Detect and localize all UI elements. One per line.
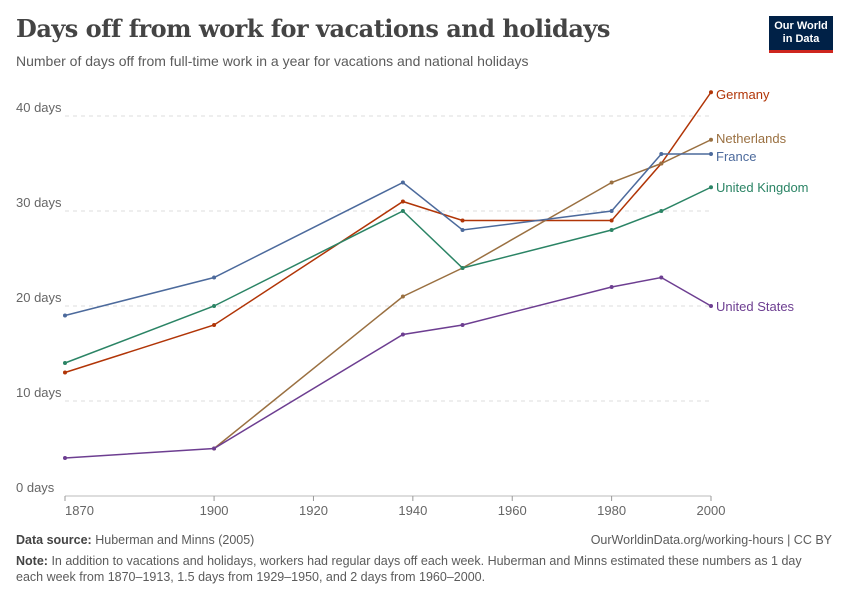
data-point bbox=[709, 185, 713, 190]
source-link[interactable]: OurWorldinData.org/working-hours | CC BY bbox=[590, 533, 832, 547]
data-point bbox=[709, 152, 713, 156]
data-source: Data source: Huberman and Minns (2005) bbox=[16, 533, 254, 547]
note-text: In addition to vacations and holidays, w… bbox=[16, 554, 802, 584]
series-line-netherlands bbox=[213, 139, 712, 450]
data-point bbox=[400, 332, 405, 337]
data-point bbox=[659, 161, 664, 166]
data-point bbox=[659, 275, 664, 280]
x-tick-label: 1870 bbox=[65, 503, 94, 518]
data-point bbox=[212, 446, 217, 451]
series-line-united-states bbox=[64, 276, 712, 459]
series-line-germany bbox=[64, 91, 712, 374]
y-tick-label: 20 days bbox=[16, 290, 62, 305]
x-tick-label: 1920 bbox=[299, 503, 328, 518]
series-label: United Kingdom bbox=[716, 180, 809, 195]
line-chart: 0 days 10 days 20 days 30 days 40 days 1870 19… bbox=[16, 87, 809, 518]
data-point bbox=[709, 137, 713, 142]
data-point bbox=[212, 275, 217, 280]
owid-logo[interactable]: Our World in Data bbox=[769, 16, 833, 53]
y-tick-label: 0 days bbox=[16, 480, 55, 495]
data-point bbox=[460, 266, 465, 270]
data-point bbox=[659, 209, 664, 213]
data-point bbox=[609, 228, 614, 232]
data-point bbox=[400, 294, 405, 299]
note-label: Note: bbox=[16, 554, 48, 568]
series-label: United States bbox=[716, 299, 795, 314]
source-text: Huberman and Minns (2005) bbox=[95, 533, 255, 547]
data-point bbox=[212, 323, 217, 327]
data-point bbox=[63, 370, 67, 375]
data-point bbox=[212, 304, 217, 308]
data-point bbox=[609, 285, 614, 289]
series-line-france bbox=[64, 153, 711, 317]
y-tick-label: 10 days bbox=[16, 385, 62, 400]
data-point bbox=[460, 323, 465, 327]
data-point bbox=[63, 361, 67, 365]
data-point bbox=[63, 456, 67, 460]
series-label: France bbox=[716, 149, 756, 164]
series-label: Germany bbox=[716, 87, 770, 102]
data-point bbox=[709, 90, 713, 95]
data-point bbox=[659, 152, 664, 156]
chart-subtitle: Number of days off from full-time work i… bbox=[16, 53, 529, 69]
series-line-united-kingdom bbox=[64, 186, 712, 364]
data-point bbox=[460, 218, 465, 223]
data-point bbox=[400, 180, 405, 185]
x-tick-label: 1900 bbox=[200, 503, 229, 518]
data-point bbox=[400, 209, 405, 213]
x-tick-label: 1980 bbox=[597, 503, 626, 518]
y-tick-label: 30 days bbox=[16, 195, 62, 210]
data-point bbox=[609, 218, 614, 223]
series-label: Netherlands bbox=[716, 131, 787, 146]
data-point bbox=[609, 180, 614, 185]
source-label: Data source: bbox=[16, 533, 92, 547]
x-tick-label: 2000 bbox=[697, 503, 726, 518]
data-point bbox=[709, 304, 713, 308]
data-point bbox=[63, 313, 67, 318]
data-point bbox=[400, 199, 405, 204]
data-point bbox=[460, 228, 465, 232]
chart-title: Days off from work for vacations and hol… bbox=[16, 14, 610, 43]
data-point bbox=[609, 209, 614, 213]
x-tick-label: 1960 bbox=[498, 503, 527, 518]
y-tick-label: 40 days bbox=[16, 100, 62, 115]
note: Note: In addition to vacations and holid… bbox=[16, 553, 831, 585]
x-tick-label: 1940 bbox=[398, 503, 427, 518]
